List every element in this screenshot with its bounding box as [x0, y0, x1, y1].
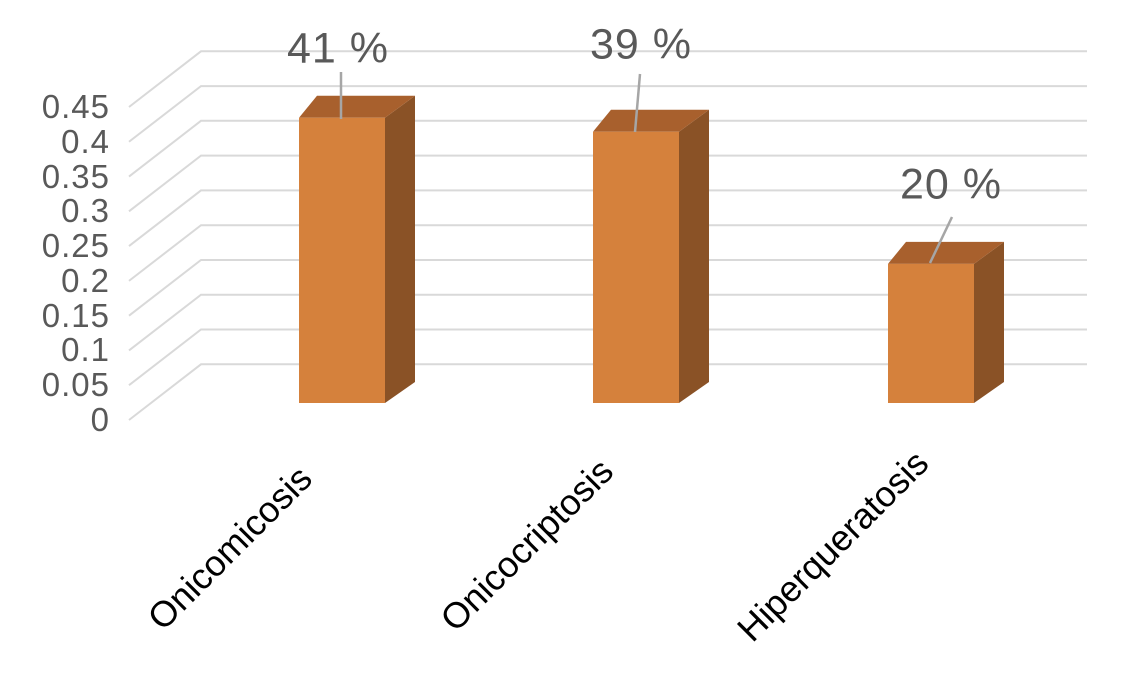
leader-line — [633, 73, 642, 133]
y-tick-label: 0.15 — [41, 296, 110, 334]
y-tick-label: 0.3 — [61, 192, 110, 230]
y-tick-label: 0.25 — [41, 227, 110, 265]
bar-side-face — [679, 109, 709, 403]
data-label: 20 % — [899, 160, 1003, 209]
y-tick-label: 0.1 — [61, 331, 110, 369]
bar-top-face — [299, 95, 415, 118]
gridline — [128, 189, 1087, 247]
gridline — [128, 85, 1087, 143]
y-tick-label: 0 — [90, 401, 110, 438]
bar-front-face — [888, 263, 974, 403]
bar-side-face — [385, 95, 415, 403]
data-label: 39 % — [589, 20, 693, 69]
bar-front-face — [299, 117, 385, 403]
y-tick-label: 0.45 — [41, 87, 110, 125]
y-tick-label: 0.2 — [61, 261, 110, 299]
y-tick-label: 0.35 — [41, 157, 110, 195]
gridline — [128, 224, 1087, 282]
y-tick-label: 0.05 — [41, 366, 110, 404]
bar-side-face — [974, 241, 1004, 403]
gridline — [128, 328, 1087, 387]
gridline — [128, 259, 1087, 317]
leader-line — [928, 216, 954, 264]
bar-top-face — [888, 241, 1004, 264]
gridline — [128, 363, 1087, 421]
gridline — [128, 119, 1087, 178]
data-label: 41 % — [286, 24, 390, 73]
gridline — [128, 50, 1087, 108]
y-tick-label: 0.4 — [61, 122, 110, 160]
bar-front-face — [593, 131, 679, 403]
gridline — [128, 293, 1087, 352]
bar-top-face — [593, 109, 709, 132]
gridline — [128, 154, 1087, 213]
